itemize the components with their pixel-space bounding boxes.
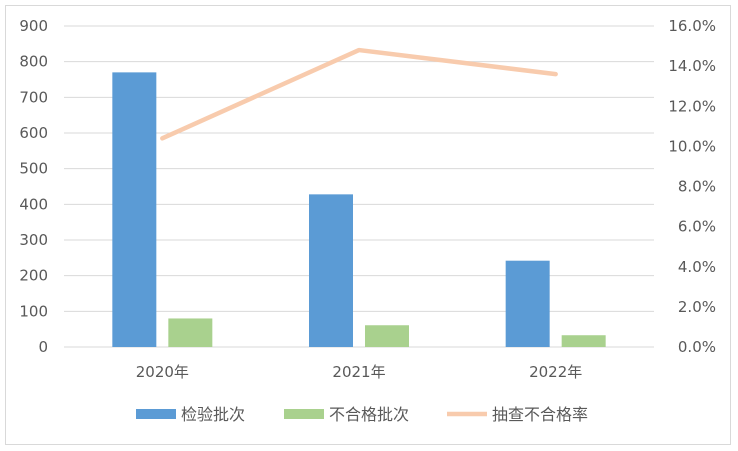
gridlines — [64, 25, 654, 348]
right-tick-label: 10.0% — [668, 137, 716, 155]
legend-label: 检验批次 — [181, 405, 245, 424]
left-tick-label: 400 — [19, 195, 48, 213]
bar-failures — [561, 335, 606, 347]
left-tick-label: 700 — [19, 88, 48, 106]
bar-inspections — [505, 260, 550, 347]
right-tick-label: 12.0% — [668, 97, 716, 115]
legend-swatch — [284, 409, 324, 419]
bar-inspections — [112, 72, 157, 347]
x-category-label: 2020年 — [136, 363, 189, 381]
legend-swatch — [136, 409, 176, 419]
left-tick-label: 300 — [19, 231, 48, 249]
right-axis-ticks: 0.0% 2.0% 4.0% 6.0% 8.0% 10.0% 12.0% 14.0% 16.0% — [668, 17, 716, 356]
left-tick-label: 0 — [38, 338, 48, 356]
left-tick-label: 600 — [19, 124, 48, 142]
rate-line-path — [160, 47, 558, 141]
right-tick-label: 2.0% — [678, 298, 716, 316]
bars — [112, 72, 606, 347]
right-tick-label: 16.0% — [668, 17, 716, 35]
right-tick-label: 6.0% — [678, 218, 716, 236]
left-tick-label: 900 — [19, 17, 48, 35]
legend-label: 抽查不合格率 — [492, 405, 588, 424]
legend-label: 不合格批次 — [329, 405, 409, 424]
x-category-label: 2021年 — [332, 363, 385, 381]
bar-failures — [168, 318, 213, 347]
x-axis-categories: 2020年 2021年 2022年 — [136, 363, 583, 381]
legend: 检验批次 不合格批次 抽查不合格率 — [136, 405, 588, 424]
left-tick-label: 500 — [19, 160, 48, 178]
bar-inspections — [309, 194, 353, 347]
right-tick-label: 4.0% — [678, 258, 716, 276]
x-category-label: 2022年 — [529, 363, 582, 381]
right-tick-label: 14.0% — [668, 57, 716, 75]
right-tick-label: 8.0% — [678, 178, 716, 196]
rate-line — [160, 47, 558, 141]
left-tick-label: 200 — [19, 267, 48, 285]
left-tick-label: 100 — [19, 302, 48, 320]
left-axis-ticks: 0 100 200 300 400 500 600 700 800 900 — [19, 17, 48, 356]
bar-failures — [365, 325, 409, 347]
right-tick-label: 0.0% — [678, 338, 716, 356]
left-tick-label: 800 — [19, 53, 48, 71]
